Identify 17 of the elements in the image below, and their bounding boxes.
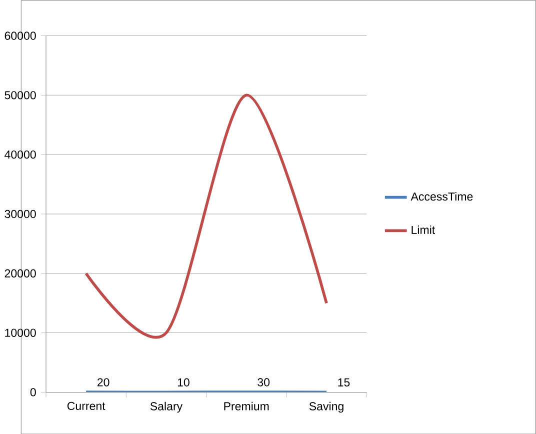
data-label: 10 — [178, 378, 190, 386]
data-label: 15 — [338, 378, 350, 386]
data-label: 20 — [97, 378, 110, 386]
x-tick-label: Current — [67, 402, 106, 410]
legend-label: AccessTime — [410, 192, 473, 200]
y-tick-label: 40000 — [4, 150, 36, 158]
y-tick-label: 50000 — [4, 90, 36, 100]
y-tick-label: 20000 — [4, 269, 36, 278]
legend-label: Limit — [412, 225, 436, 234]
x-tick-label: Saving — [309, 402, 344, 412]
x-tick-label: Premium — [224, 402, 269, 410]
y-tick-label: 0 — [30, 388, 36, 396]
y-tick-label: 30000 — [4, 210, 36, 218]
data-label: 30 — [258, 378, 270, 386]
y-tick-label: 10000 — [5, 328, 36, 337]
x-tick-label: Salary — [150, 402, 183, 412]
y-tick-label: 60000 — [4, 31, 36, 40]
